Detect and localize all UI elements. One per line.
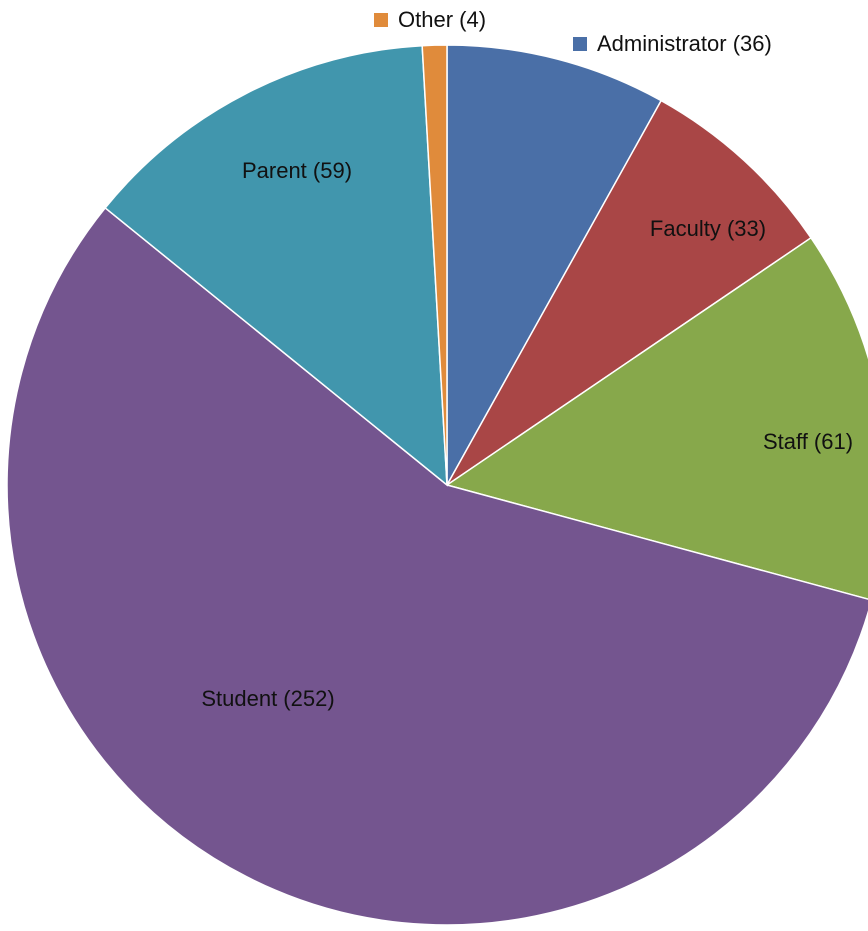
pie-slice (104, 44, 448, 487)
slice-label: Other (4) (398, 7, 486, 32)
slice-label: Faculty (33) (650, 216, 766, 241)
legend-swatch (573, 37, 587, 51)
pie-slice (446, 44, 663, 488)
slice-label: Administrator (36) (597, 31, 772, 56)
slice-label: Parent (59) (242, 158, 352, 183)
pie-slice (6, 206, 868, 926)
slice-label: Staff (61) (763, 429, 853, 454)
slice-label: Student (252) (201, 686, 334, 711)
pie-slice (446, 99, 813, 486)
legend-swatch (374, 13, 388, 27)
pie-slice (421, 44, 448, 486)
pie-slice (445, 236, 868, 600)
